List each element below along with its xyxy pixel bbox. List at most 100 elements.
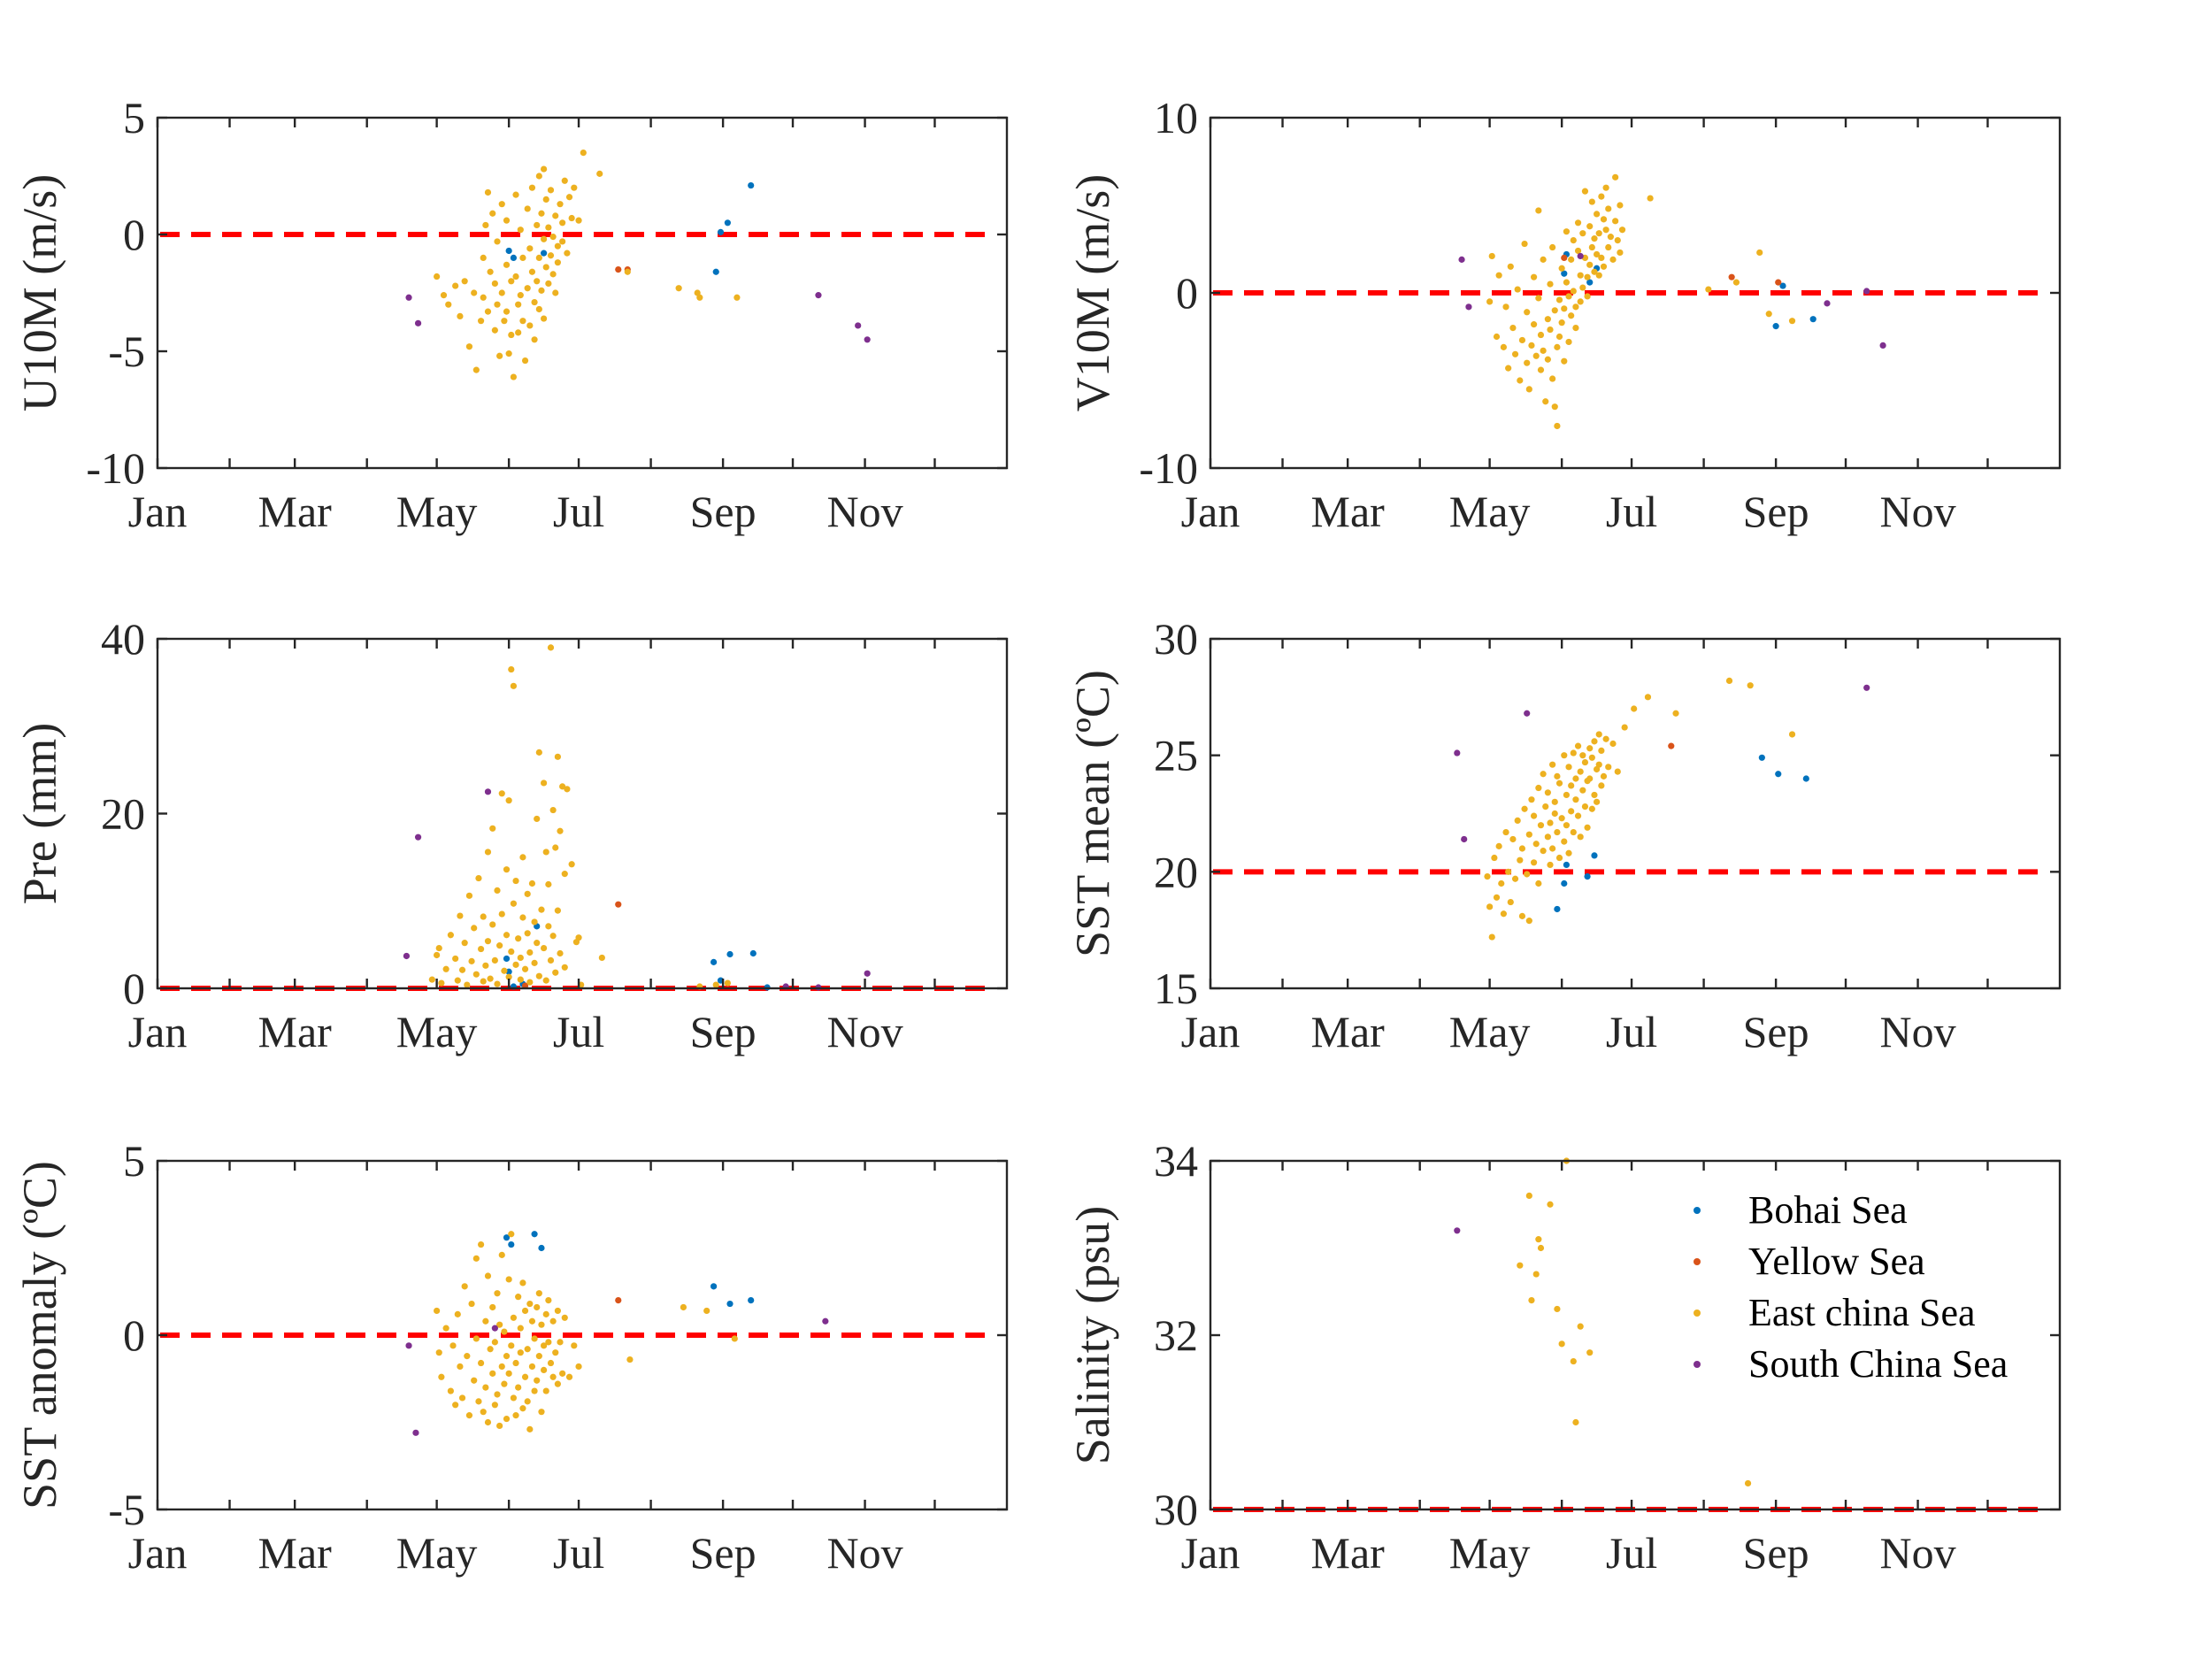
data-point bbox=[554, 907, 561, 914]
data-point bbox=[447, 1387, 454, 1394]
data-point bbox=[428, 976, 435, 983]
data-point bbox=[1525, 918, 1532, 925]
series-south-china-sea bbox=[1454, 684, 1870, 843]
data-point bbox=[1563, 791, 1571, 799]
data-point bbox=[1728, 273, 1735, 280]
data-point bbox=[1544, 356, 1551, 363]
data-point bbox=[571, 184, 578, 191]
data-point bbox=[552, 969, 559, 976]
data-point bbox=[505, 247, 512, 255]
data-point bbox=[1594, 211, 1601, 218]
data-point bbox=[1765, 311, 1772, 318]
data-point bbox=[512, 191, 519, 198]
data-point bbox=[1484, 873, 1491, 880]
data-point bbox=[1555, 333, 1563, 341]
data-point bbox=[412, 1429, 419, 1436]
data-point bbox=[1530, 273, 1538, 280]
data-point bbox=[508, 331, 515, 339]
data-point bbox=[1558, 265, 1565, 272]
data-point bbox=[505, 350, 512, 357]
data-point bbox=[1572, 796, 1579, 803]
data-point bbox=[1542, 398, 1549, 405]
data-point bbox=[526, 1300, 534, 1308]
data-point bbox=[1465, 303, 1472, 311]
data-point bbox=[1547, 280, 1554, 288]
data-point bbox=[1732, 279, 1740, 286]
data-point bbox=[442, 1325, 449, 1332]
data-point bbox=[549, 933, 557, 940]
data-point bbox=[557, 201, 564, 208]
x-tick-label: Jul bbox=[553, 1007, 604, 1056]
data-point bbox=[1532, 352, 1540, 359]
data-point bbox=[489, 825, 496, 832]
data-point bbox=[864, 336, 871, 343]
data-point bbox=[1565, 338, 1572, 346]
data-point bbox=[724, 219, 731, 227]
data-point bbox=[482, 1317, 489, 1325]
data-point bbox=[1540, 848, 1547, 855]
panel-sst-mean-c: Jan Mar May Jul Sep Nov 15 20 25 30 SST mean (ºC) bbox=[1066, 614, 2062, 1056]
data-point bbox=[435, 944, 442, 952]
data-point bbox=[491, 1402, 498, 1409]
data-point bbox=[1547, 819, 1554, 826]
data-point bbox=[542, 1387, 549, 1394]
data-point bbox=[731, 1335, 738, 1342]
data-point bbox=[457, 312, 464, 319]
data-point bbox=[480, 1409, 487, 1416]
data-point bbox=[538, 210, 545, 217]
data-point bbox=[510, 373, 518, 380]
data-point bbox=[471, 925, 478, 932]
data-point bbox=[503, 955, 511, 963]
y-tick-label: 20 bbox=[1154, 847, 1198, 896]
data-point bbox=[1802, 775, 1809, 782]
data-point bbox=[1756, 249, 1763, 257]
data-point bbox=[1549, 375, 1556, 382]
data-point bbox=[1537, 366, 1545, 373]
data-point bbox=[568, 214, 575, 222]
data-point bbox=[515, 1384, 522, 1391]
data-point bbox=[535, 254, 542, 261]
data-point bbox=[1568, 312, 1575, 319]
data-point bbox=[512, 273, 519, 280]
data-point bbox=[510, 254, 518, 261]
data-point bbox=[534, 815, 541, 823]
data-point bbox=[477, 945, 485, 953]
data-point bbox=[575, 1363, 582, 1371]
data-point bbox=[1581, 188, 1589, 195]
data-point bbox=[1572, 325, 1579, 332]
data-point bbox=[491, 280, 498, 288]
data-point bbox=[855, 322, 862, 329]
data-point bbox=[494, 301, 501, 308]
data-point bbox=[712, 981, 719, 988]
data-point bbox=[1535, 1236, 1542, 1243]
data-point bbox=[1594, 250, 1601, 258]
y-tick-label: 34 bbox=[1154, 1136, 1198, 1186]
data-point bbox=[1586, 1349, 1594, 1356]
data-point bbox=[1530, 321, 1538, 328]
data-point bbox=[626, 1356, 634, 1363]
data-point bbox=[526, 979, 534, 986]
data-point bbox=[565, 194, 573, 201]
data-point bbox=[524, 205, 531, 212]
data-point bbox=[515, 1294, 522, 1301]
data-point bbox=[549, 1373, 557, 1380]
data-point bbox=[1568, 808, 1575, 815]
data-point bbox=[1461, 835, 1468, 843]
data-point bbox=[1579, 230, 1586, 237]
data-point bbox=[442, 965, 449, 972]
y-tick-label: 0 bbox=[123, 1310, 145, 1360]
data-point bbox=[519, 1405, 526, 1412]
data-point bbox=[482, 962, 489, 969]
data-point bbox=[1554, 828, 1561, 836]
data-point bbox=[1609, 256, 1617, 263]
data-point bbox=[1521, 805, 1528, 812]
data-point bbox=[491, 1339, 498, 1346]
data-point bbox=[508, 1231, 515, 1238]
data-point bbox=[503, 217, 511, 224]
data-point bbox=[1524, 359, 1531, 366]
data-point bbox=[498, 1363, 505, 1371]
data-point bbox=[1554, 422, 1561, 430]
data-point bbox=[541, 1342, 548, 1349]
data-point bbox=[452, 1402, 459, 1409]
legend-label: South China Sea bbox=[1748, 1342, 2008, 1386]
